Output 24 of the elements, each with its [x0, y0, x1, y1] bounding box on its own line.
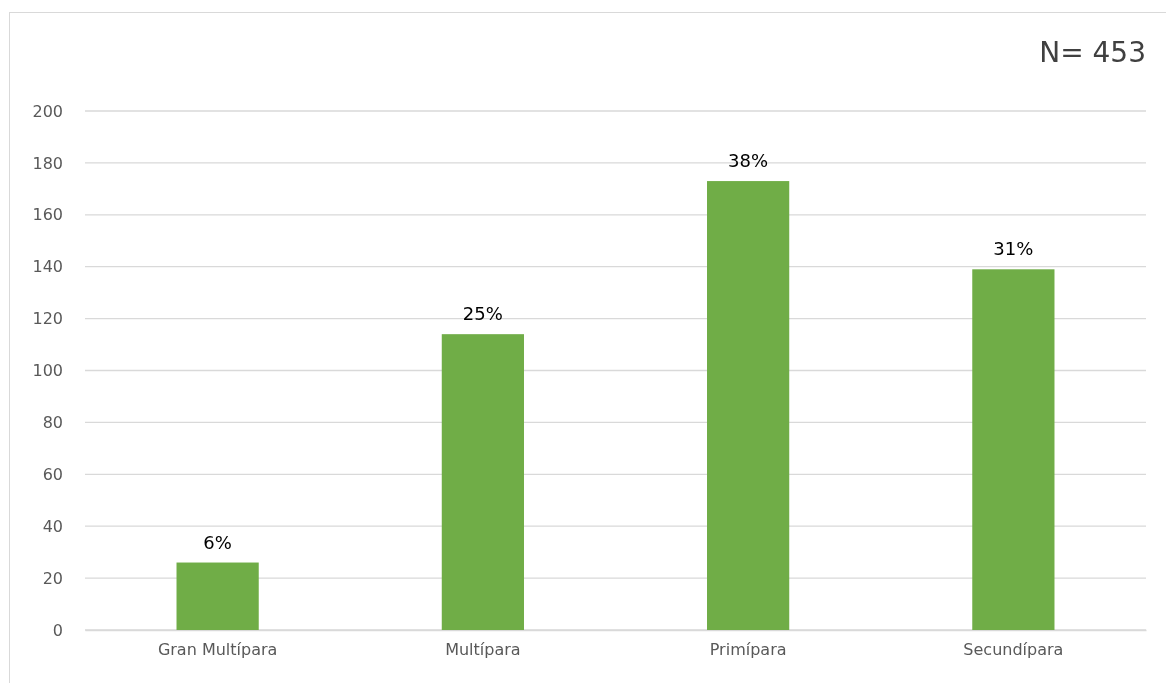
y-tick-label: 20 [42, 568, 63, 588]
x-tick-label: Secundípara [963, 640, 1064, 660]
bar [972, 269, 1055, 630]
bar [176, 562, 259, 630]
text: N= 453 [1039, 36, 1146, 69]
y-tick-label: 160 [32, 205, 63, 225]
annotation: 38% [728, 150, 769, 172]
y-tick-label: 140 [32, 257, 63, 277]
y-tick-label: 120 [32, 309, 63, 329]
annotation: 6% [203, 531, 232, 553]
y-tick-label: 0 [52, 620, 63, 640]
y-tick-label: 180 [32, 153, 63, 173]
y-tick-label: 40 [42, 516, 63, 536]
y-tick-label: 60 [42, 464, 63, 484]
annotation: 25% [462, 303, 503, 325]
bar [707, 181, 790, 630]
y-tick-label: 200 [32, 101, 63, 121]
y-tick-label: 100 [32, 361, 63, 381]
bar [441, 334, 524, 630]
x-tick-label: Gran Multípara [157, 640, 278, 660]
annotation: 31% [993, 238, 1034, 260]
y-tick-label: 80 [42, 413, 63, 433]
x-tick-label: Primípara [709, 640, 787, 660]
x-tick-label: Multípara [445, 640, 521, 660]
